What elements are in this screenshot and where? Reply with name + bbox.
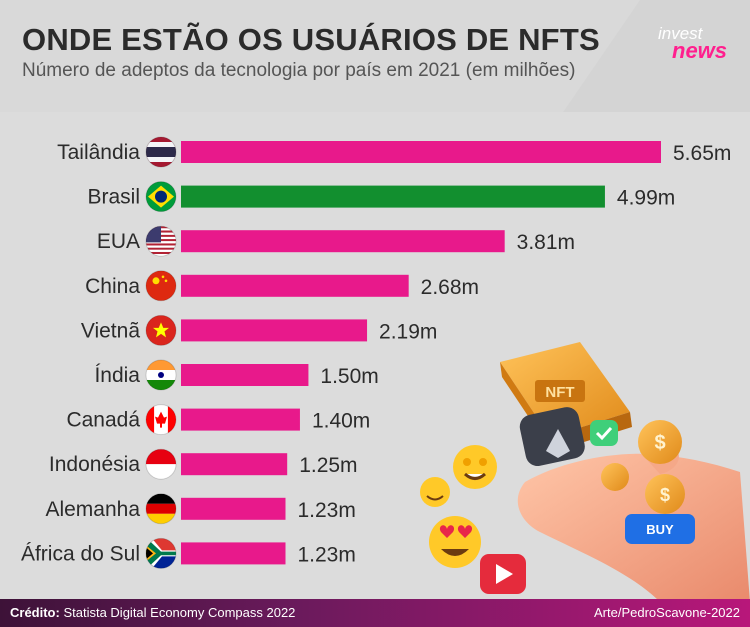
bar-3 xyxy=(181,274,409,297)
value-label: 1.40m xyxy=(312,410,370,433)
vietnam-flag-icon xyxy=(145,314,177,346)
ethereum-icon xyxy=(519,407,585,467)
bar-0 xyxy=(181,141,661,163)
category-label: Alemanha xyxy=(45,498,140,521)
category-label: Indonésia xyxy=(49,453,140,476)
china-flag-icon xyxy=(145,270,177,302)
value-label: 1.25m xyxy=(299,454,357,477)
category-label: Brasil xyxy=(87,186,140,209)
check-badge-icon xyxy=(590,420,618,446)
credit-text: Crédito: Statista Digital Economy Compas… xyxy=(10,605,295,620)
category-label: África do Sul xyxy=(21,542,140,565)
buy-label: BUY xyxy=(646,522,674,537)
category-label: Tailândia xyxy=(57,141,140,164)
bar-2 xyxy=(181,230,505,253)
india-flag-icon xyxy=(145,359,177,391)
category-label: Índia xyxy=(94,364,140,387)
thailand-flag-icon xyxy=(145,136,177,168)
value-label: 4.99m xyxy=(617,187,675,210)
brazil-flag-icon xyxy=(145,181,177,213)
bar-6 xyxy=(181,408,300,431)
header-band xyxy=(0,0,640,112)
coin-icon xyxy=(638,420,682,464)
category-label: EUA xyxy=(97,230,140,253)
investnews-logo: invest news xyxy=(658,24,738,64)
south-africa-flag-icon xyxy=(145,537,177,569)
bar-8 xyxy=(181,497,286,520)
bar-chart: Tailândia 5.65m Brasil 4.99m EUA 3.81m China 2.… xyxy=(21,136,731,569)
bar-1 xyxy=(181,185,605,208)
value-label: 5.65m xyxy=(673,142,731,165)
value-label: 2.68m xyxy=(421,276,479,299)
star-struck-emoji-icon xyxy=(453,445,497,489)
usa-flag-icon xyxy=(145,225,177,257)
value-label: 1.50m xyxy=(320,365,378,388)
credit-label: Crédito: xyxy=(10,605,60,620)
canada-flag-icon xyxy=(145,404,177,436)
chart-area: Tailândia 5.65m Brasil 4.99m EUA 3.81m China 2.… xyxy=(0,112,750,602)
value-label: 1.23m xyxy=(297,543,355,566)
chart-subtitle: Número de adeptos da tecnologia por país… xyxy=(22,60,576,81)
category-label: Vietnã xyxy=(81,319,140,342)
bar-9 xyxy=(181,542,286,565)
category-label: Canadá xyxy=(66,409,140,432)
bar-7 xyxy=(181,453,288,476)
bar-5 xyxy=(181,364,309,386)
footer: Crédito: Statista Digital Economy Compas… xyxy=(0,599,750,627)
svg-text:$: $ xyxy=(654,432,665,454)
coin-icon xyxy=(601,463,629,491)
value-label: 2.19m xyxy=(379,320,437,343)
smiling-emoji-icon xyxy=(420,477,450,507)
art-credit: Arte/PedroScavone-2022 xyxy=(594,605,740,620)
logo-bottom-text: news xyxy=(672,38,728,63)
logo-top-text: invest xyxy=(658,24,703,43)
svg-text:$: $ xyxy=(660,485,670,505)
indonesia-flag-icon xyxy=(145,448,177,480)
credit-source: Statista Digital Economy Compass 2022 xyxy=(59,605,296,620)
heart-eyes-emoji-icon xyxy=(429,516,481,568)
germany-flag-icon xyxy=(145,493,177,525)
header: ONDE ESTÃO OS USUÁRIOS DE NFTS Número de… xyxy=(0,0,750,112)
nft-label: NFT xyxy=(545,384,574,401)
category-label: China xyxy=(85,275,140,298)
chart-title: ONDE ESTÃO OS USUÁRIOS DE NFTS xyxy=(22,22,600,57)
nft-hand-illustration: NFT $ $ BUY xyxy=(420,342,750,602)
play-button-icon xyxy=(480,554,526,594)
coin-icon xyxy=(645,474,685,514)
buy-button-icon: BUY xyxy=(625,514,695,544)
value-label: 3.81m xyxy=(517,231,575,254)
value-label: 1.23m xyxy=(297,499,355,522)
bar-4 xyxy=(181,319,368,342)
